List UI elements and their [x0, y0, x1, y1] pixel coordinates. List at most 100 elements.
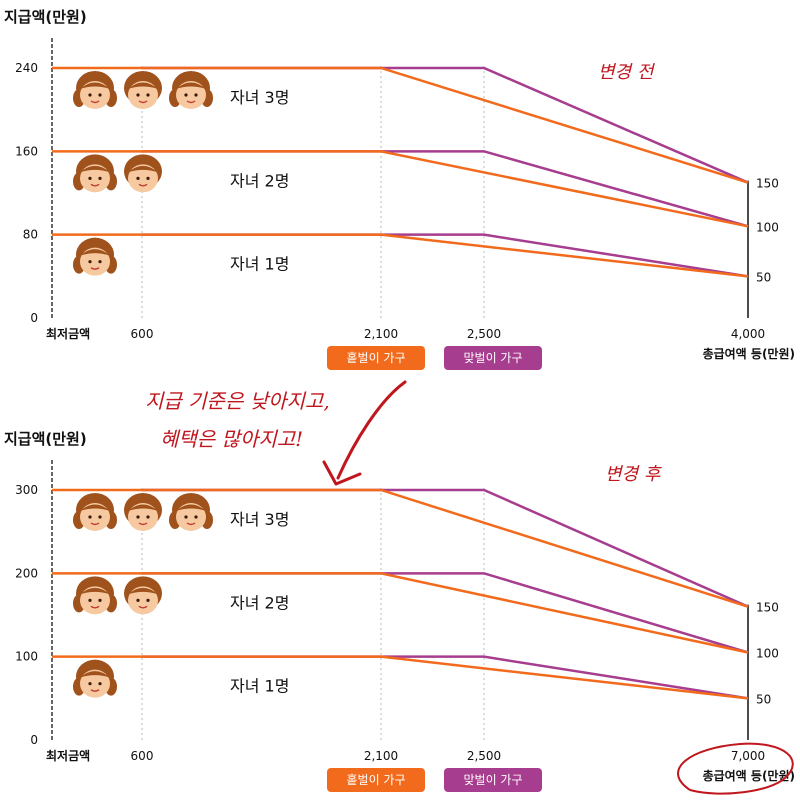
- child-mouth: [90, 100, 100, 104]
- y-tick-label: 300: [15, 483, 38, 497]
- child-face-icon: [73, 154, 117, 193]
- y-tick-label: 0: [30, 733, 38, 747]
- single-income-line: [52, 572, 749, 654]
- child-mouth: [138, 522, 148, 526]
- child-face: [176, 81, 206, 109]
- child-bangs: [176, 82, 206, 89]
- child-eye: [88, 260, 92, 264]
- legend: 홑벌이 가구 맞벌이 가구: [327, 346, 542, 370]
- x-tick-label: 2,500: [467, 327, 501, 341]
- child-eye: [98, 93, 102, 97]
- child-eye: [136, 176, 140, 180]
- legend-single-badge: [327, 768, 425, 792]
- y-axis-title: 지급액(만원): [4, 430, 87, 448]
- child-mouth: [90, 183, 100, 187]
- single-income-line: [52, 655, 749, 700]
- annotation-arrow: [336, 380, 407, 480]
- x-tick-label: 4,000: [731, 327, 765, 341]
- child-bangs: [80, 671, 110, 678]
- series-label: 자녀 2명: [230, 171, 289, 190]
- child-mouth: [138, 605, 148, 609]
- child-bangs: [80, 165, 110, 173]
- series-2-children: 자녀 2명: [52, 150, 749, 228]
- child-bangs: [80, 504, 110, 511]
- series-label: 자녀 3명: [230, 88, 289, 107]
- child-bangs: [128, 587, 158, 595]
- child-eye: [88, 515, 92, 519]
- legend-dual-label: 맞벌이 가구: [463, 773, 522, 787]
- child-eye: [136, 515, 140, 519]
- series-label: 자녀 2명: [230, 593, 289, 612]
- child-face: [128, 503, 158, 531]
- child-bangs: [80, 249, 110, 256]
- legend: 홑벌이 가구 맞벌이 가구: [327, 768, 542, 792]
- child-face-icon: [73, 71, 117, 109]
- annotation-arrowhead: [322, 460, 362, 486]
- x-tick-label: 2,100: [364, 749, 398, 763]
- child-eye: [98, 176, 102, 180]
- child-eye: [136, 93, 140, 97]
- legend-dual-badge: [444, 768, 542, 792]
- child-eye: [98, 682, 102, 686]
- y-tick-label: 200: [15, 566, 38, 580]
- child-face: [80, 586, 110, 615]
- x-tick-label: 7,000: [731, 749, 765, 763]
- child-mouth: [90, 267, 100, 270]
- child-bangs: [80, 82, 110, 89]
- child-face-icon: [73, 237, 117, 276]
- y-tick-label: 0: [30, 311, 38, 325]
- child-bangs: [80, 587, 110, 595]
- child-eye: [98, 260, 102, 264]
- y-tick-label: 80: [23, 228, 38, 242]
- child-face: [80, 503, 110, 531]
- child-mouth: [138, 183, 148, 187]
- child-eye: [194, 93, 198, 97]
- child-bangs: [128, 165, 158, 173]
- arrow-text-line1: 지급 기준은 낮아지고,: [145, 389, 330, 413]
- child-bangs: [128, 82, 158, 89]
- legend-dual-label: 맞벌이 가구: [463, 351, 522, 365]
- y-axis-title: 지급액(만원): [4, 8, 87, 26]
- child-eye: [184, 93, 188, 97]
- child-face-icon: [73, 493, 117, 531]
- series-1-children: 자녀 1명: [52, 655, 749, 700]
- legend-single-badge: [327, 346, 425, 370]
- series-label: 자녀 1명: [230, 677, 289, 696]
- series-2-children: 자녀 2명: [52, 572, 749, 654]
- child-mouth: [186, 100, 196, 104]
- dual-income-line: [142, 572, 749, 654]
- child-bangs: [176, 504, 206, 511]
- child-eye: [88, 176, 92, 180]
- child-face: [128, 586, 158, 615]
- series-3-children: 자녀 3명: [52, 66, 749, 184]
- child-eye: [88, 682, 92, 686]
- series-label: 자녀 3명: [230, 510, 289, 529]
- series-3-children: 자녀 3명: [52, 488, 749, 608]
- child-eye: [136, 598, 140, 602]
- child-face-icon: [73, 659, 117, 698]
- x-tick-label: 2,500: [467, 749, 501, 763]
- right-tick-label: 100: [756, 647, 779, 661]
- arrow-text-line2: 혜택은 많아지고!: [160, 427, 303, 451]
- child-eye: [146, 93, 150, 97]
- annotation-circle: [677, 742, 794, 795]
- child-eye: [146, 515, 150, 519]
- chart-before: 지급액(만원) 240 160 80 0 최저금액 600 2,100 2,500 4,000 총급…: [4, 8, 795, 370]
- right-tick-label: 100: [756, 220, 779, 234]
- right-tick-label: 50: [756, 270, 771, 284]
- child-eye: [146, 176, 150, 180]
- single-income-line: [52, 150, 749, 228]
- child-face: [176, 503, 206, 531]
- right-tick-label: 50: [756, 692, 771, 706]
- child-mouth: [90, 689, 100, 692]
- child-face: [80, 669, 110, 698]
- child-bangs: [128, 504, 158, 511]
- before-title: 변경 전: [598, 62, 656, 83]
- child-face-icon: [124, 154, 162, 193]
- child-face-icon: [124, 71, 162, 109]
- y-tick-label: 240: [15, 61, 38, 75]
- child-face: [128, 81, 158, 109]
- x-axis-title: 총급여액 등(만원): [703, 768, 795, 783]
- series-1-children: 자녀 1명: [52, 233, 749, 278]
